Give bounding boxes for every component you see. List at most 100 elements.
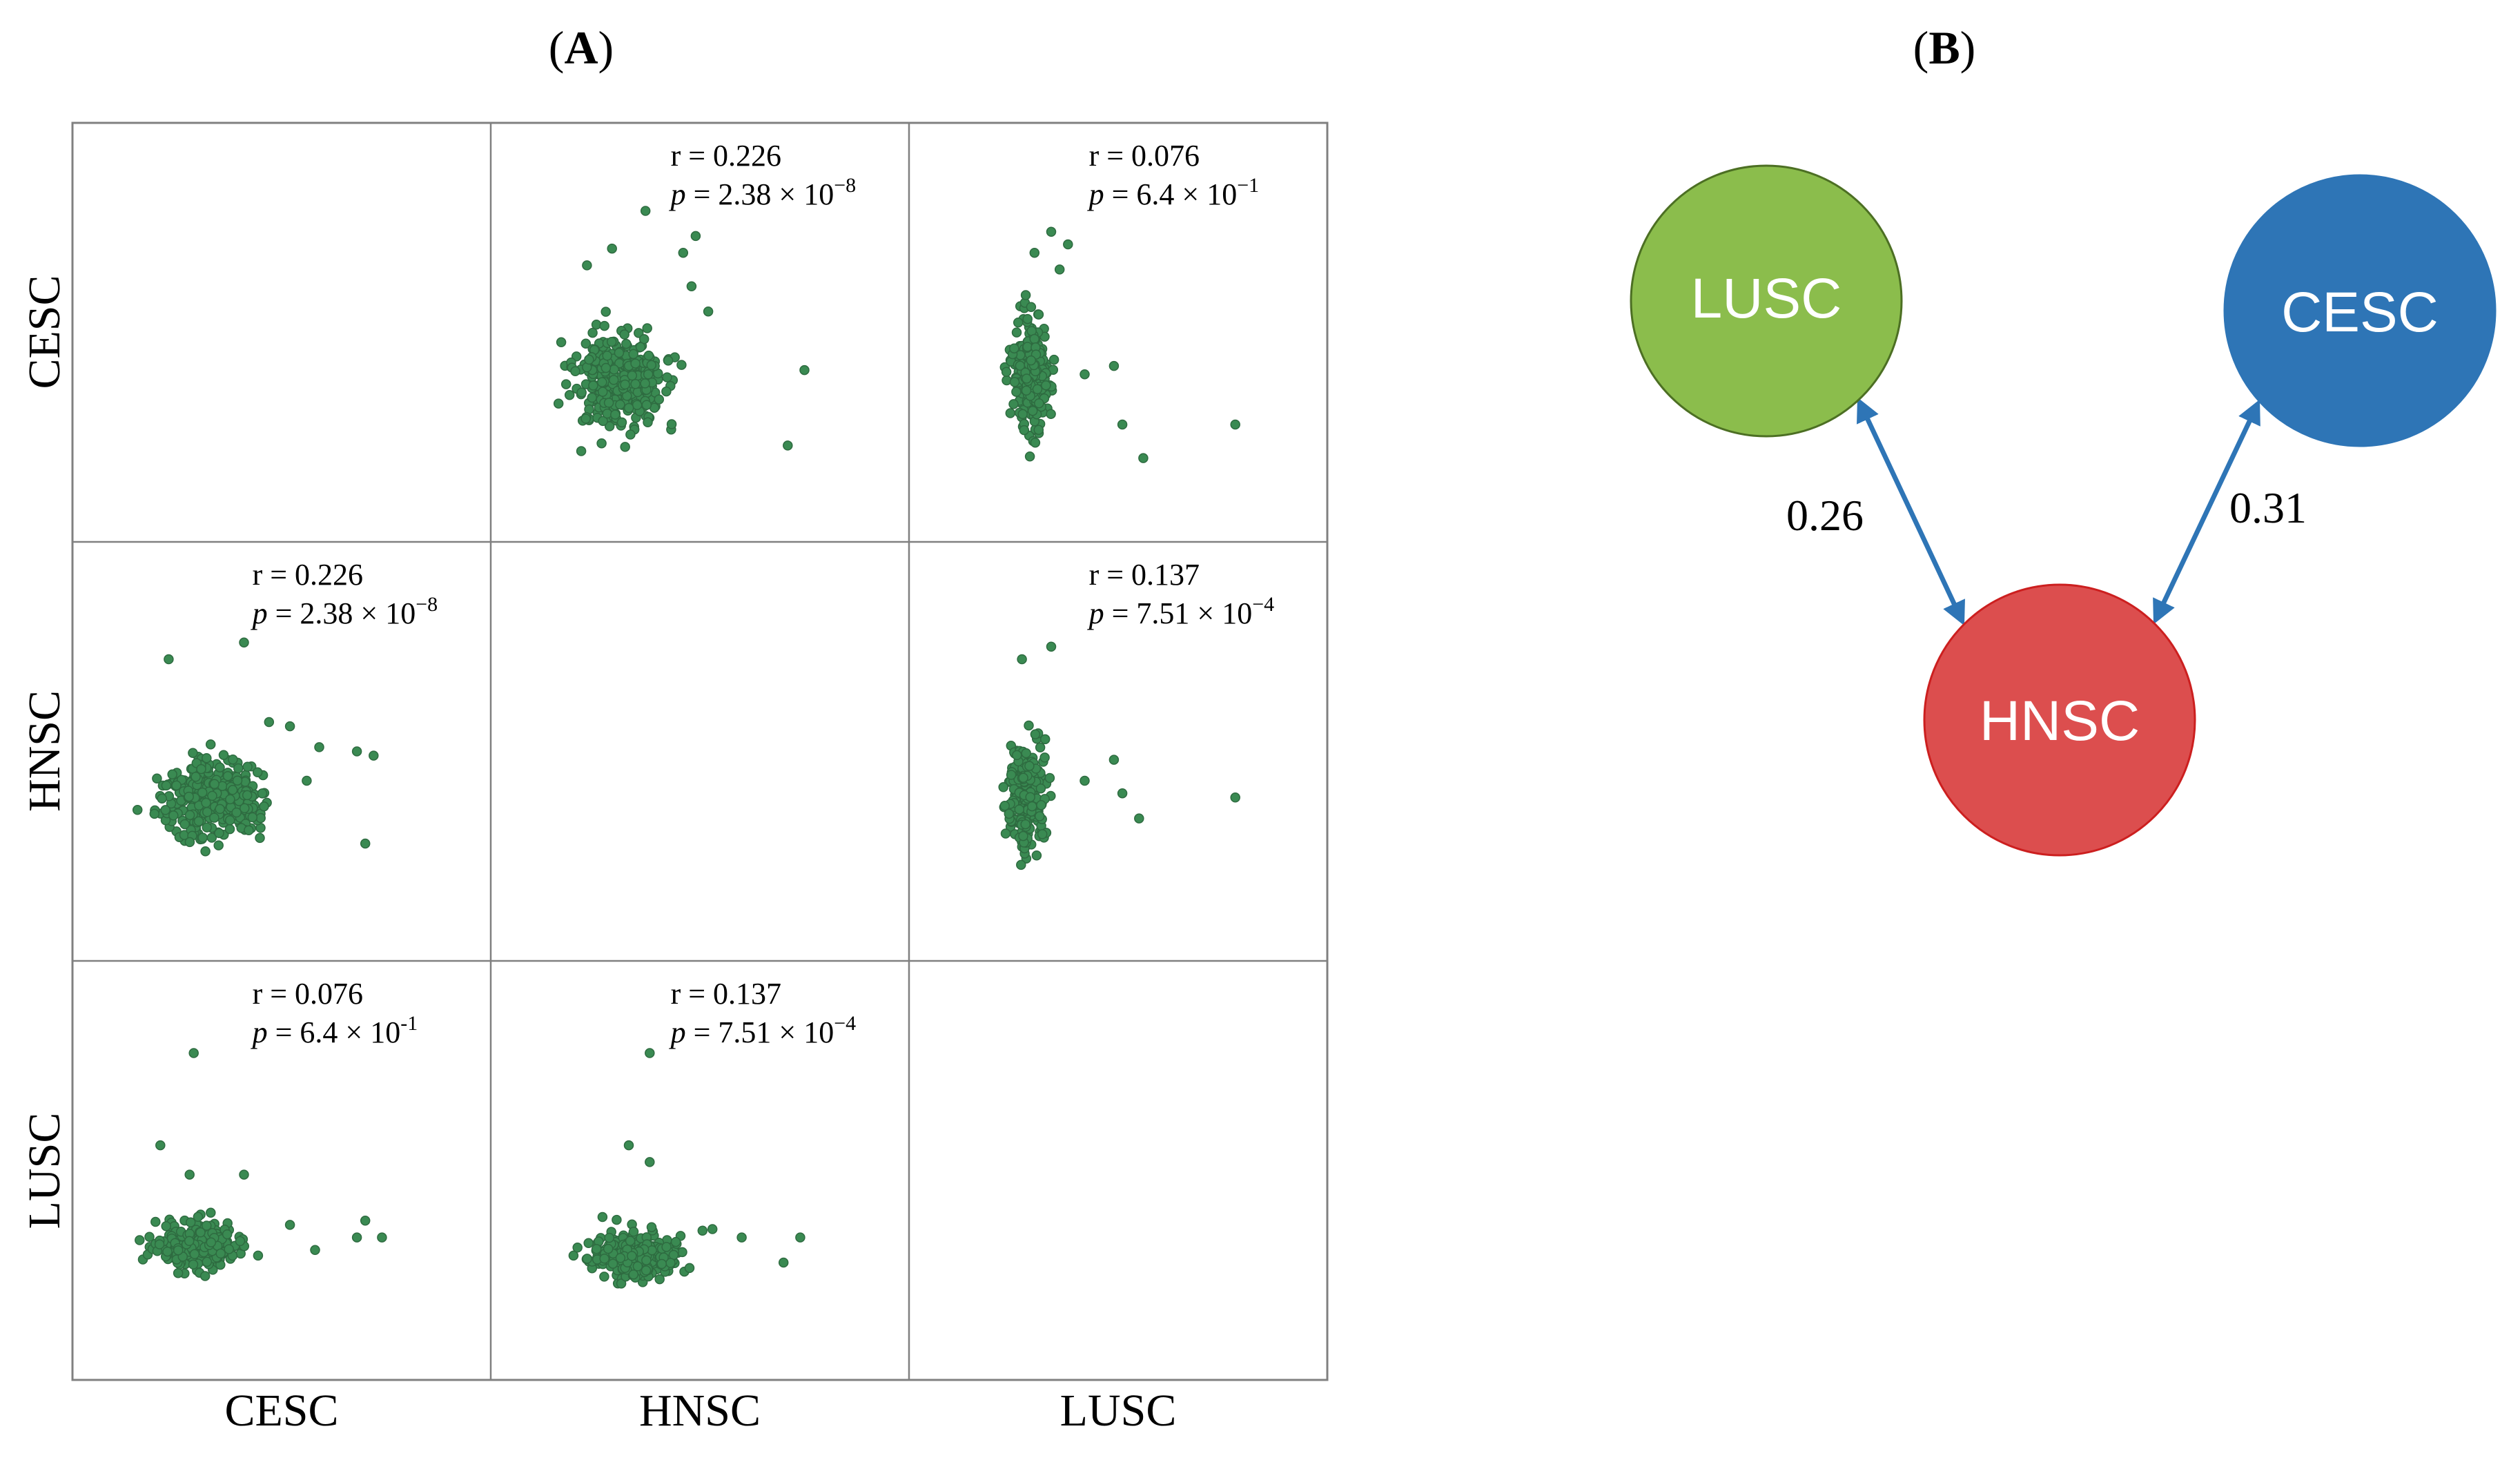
scatter-point-hnsc-cesc — [244, 825, 254, 835]
scatter-point-hnsc-cesc — [197, 833, 208, 843]
scatter-point-cesc-hnsc — [630, 358, 641, 369]
scatter-point-lusc-hnsc — [583, 1238, 594, 1249]
matrix-frame — [71, 121, 1329, 1381]
scatter-point-hnsc-lusc — [1024, 720, 1034, 731]
scatter-point-lusc-hnsc — [599, 1254, 609, 1264]
scatter-point-hnsc-cesc — [167, 769, 177, 780]
scatter-point-cesc-hnsc — [620, 379, 630, 390]
scatter-outlier-lusc-hnsc — [645, 1048, 655, 1058]
scatter-point-cesc-hnsc — [584, 354, 594, 365]
scatter-point-lusc-hnsc — [572, 1243, 583, 1253]
panel-a-label: (A) — [549, 21, 614, 74]
scatter-point-hnsc-lusc — [1014, 804, 1025, 815]
scatter-point-hnsc-cesc — [157, 793, 167, 804]
scatter-outlier-lusc-hnsc — [645, 1157, 655, 1167]
scatter-point-lusc-hnsc — [641, 1255, 652, 1265]
scatter-point-lusc-hnsc — [591, 1244, 602, 1254]
r-value-lusc-hnsc: r = 0.137 — [671, 977, 781, 1011]
node-lusc — [1630, 164, 1903, 438]
scatter-point-hnsc-cesc — [252, 767, 263, 778]
scatter-point-hnsc-lusc — [1035, 783, 1046, 794]
scatter-outlier-lusc-hnsc — [736, 1232, 747, 1243]
scatter-point-hnsc-lusc — [1035, 742, 1046, 753]
panel-b-label: (B) — [1913, 21, 1976, 74]
scatter-outlier-lusc-cesc — [310, 1245, 320, 1256]
r-value-cesc-lusc: r = 0.076 — [1089, 139, 1200, 173]
scatter-point-cesc-hnsc — [596, 438, 607, 449]
p-value-lusc-hnsc: p = 7.51 × 10−4 — [669, 1012, 857, 1049]
scatter-point-hnsc-cesc — [215, 804, 225, 815]
scatter-point-cesc-hnsc — [597, 377, 607, 387]
scatter-point-lusc-hnsc — [641, 1265, 652, 1276]
scatter-point-hnsc-cesc — [191, 772, 201, 782]
scatter-point-cesc-hnsc — [608, 375, 619, 385]
scatter-point-cesc-lusc — [1020, 290, 1031, 300]
scatter-point-lusc-cesc — [202, 1220, 212, 1231]
scatter-point-cesc-hnsc — [599, 320, 609, 331]
scatter-outlier-cesc-hnsc — [607, 243, 617, 254]
scatter-point-cesc-lusc — [1041, 380, 1051, 391]
scatter-point-cesc-lusc — [1022, 342, 1033, 352]
scatter-point-lusc-hnsc — [656, 1258, 667, 1269]
edge-cesc-hnsc — [2153, 399, 2260, 625]
scatter-point-hnsc-cesc — [257, 788, 268, 799]
scatter-point-cesc-lusc — [1022, 373, 1032, 384]
scatter-point-cesc-hnsc — [610, 409, 621, 420]
scatter-point-hnsc-cesc — [224, 815, 235, 826]
scatter-point-lusc-hnsc — [628, 1269, 639, 1280]
scatter-point-lusc-cesc — [215, 1248, 226, 1259]
scatter-point-lusc-cesc — [184, 1236, 195, 1247]
scatter-point-hnsc-cesc — [132, 805, 143, 815]
scatter-point-cesc-hnsc — [627, 370, 638, 381]
scatter-point-cesc-lusc — [1001, 367, 1012, 377]
scatter-point-hnsc-lusc — [998, 782, 1008, 792]
scatter-point-cesc-lusc — [1022, 313, 1033, 324]
scatter-point-cesc-lusc — [1026, 355, 1037, 366]
scatter-point-cesc-lusc — [1046, 409, 1056, 419]
scatter-point-hnsc-lusc — [1024, 761, 1035, 771]
scatter-point-cesc-hnsc — [560, 379, 572, 389]
scatter-point-lusc-hnsc — [646, 1222, 657, 1232]
scatter-point-hnsc-cesc — [242, 761, 253, 772]
scatter-point-hnsc-lusc — [1025, 792, 1035, 802]
scatter-point-cesc-hnsc — [625, 429, 636, 440]
scatter-point-lusc-hnsc — [615, 1253, 626, 1263]
scatter-outlier-hnsc-cesc — [302, 775, 312, 786]
scatter-point-hnsc-lusc — [1039, 752, 1050, 763]
scatter-point-hnsc-cesc — [184, 810, 195, 820]
scatter-point-cesc-lusc — [1011, 387, 1022, 397]
scatter-point-hnsc-cesc — [224, 824, 235, 835]
scatter-outlier-cesc-lusc — [1138, 453, 1149, 463]
scatter-point-hnsc-lusc — [1031, 850, 1042, 861]
p-value-cesc-hnsc: p = 2.38 × 10−8 — [669, 174, 857, 211]
scatter-point-hnsc-cesc — [233, 763, 244, 774]
r-value-cesc-hnsc: r = 0.226 — [671, 139, 781, 173]
scatter-outlier-cesc-lusc — [1063, 239, 1073, 250]
scatter-point-lusc-hnsc — [603, 1243, 614, 1254]
scatter-outlier-lusc-cesc — [239, 1169, 249, 1180]
scatter-point-cesc-lusc — [1021, 385, 1032, 396]
scatter-point-lusc-cesc — [189, 1249, 200, 1260]
scatter-point-hnsc-cesc — [196, 763, 206, 775]
scatter-point-hnsc-lusc — [1016, 859, 1026, 870]
p-value-hnsc-cesc: p = 2.38 × 10−8 — [251, 593, 438, 630]
scatter-point-cesc-hnsc — [580, 413, 591, 424]
r-value-lusc-cesc: r = 0.076 — [253, 977, 363, 1011]
scatter-point-lusc-cesc — [173, 1267, 184, 1278]
scatter-outlier-hnsc-lusc — [1117, 788, 1128, 799]
scatter-point-cesc-hnsc — [654, 394, 665, 405]
scatter-point-hnsc-lusc — [1027, 801, 1037, 812]
scatter-point-lusc-hnsc — [697, 1225, 708, 1236]
scatter-outlier-hnsc-cesc — [164, 654, 174, 665]
scatter-outlier-lusc-hnsc — [707, 1224, 718, 1234]
scatter-point-cesc-hnsc — [676, 360, 687, 370]
correlation-network: 0.26 0.31 LUSC CESC HNSC — [1630, 164, 2497, 857]
scatter-point-hnsc-cesc — [161, 780, 172, 791]
scatter-point-cesc-hnsc — [604, 421, 615, 431]
scatter-point-cesc-hnsc — [606, 336, 617, 347]
scatter-point-lusc-cesc — [154, 1239, 165, 1249]
scatter-point-hnsc-cesc — [222, 770, 233, 781]
scatter-point-cesc-lusc — [1013, 317, 1024, 328]
scatter-point-cesc-hnsc — [641, 400, 652, 410]
scatter-outlier-hnsc-lusc — [1108, 755, 1120, 765]
